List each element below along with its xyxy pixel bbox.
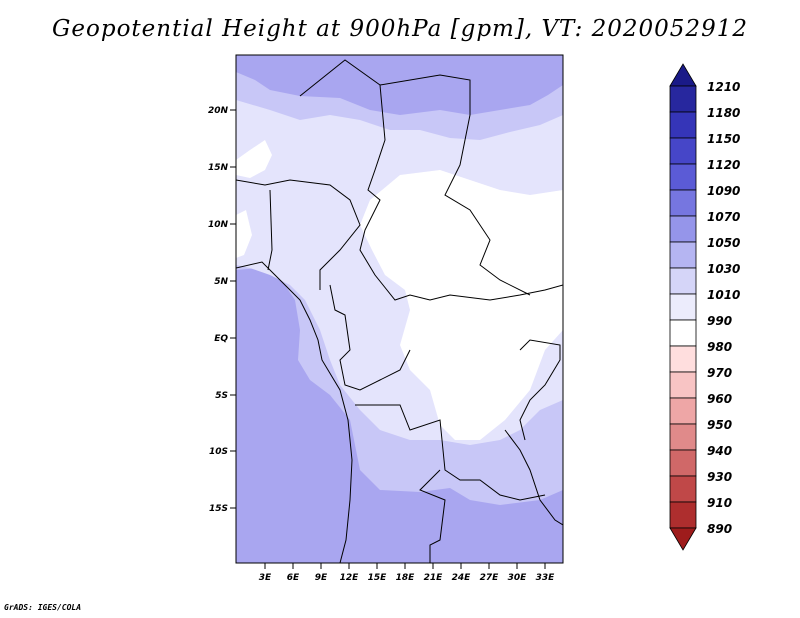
colorbar-segment (669, 345, 697, 373)
height-field (236, 55, 563, 563)
colorbar-label: 1050 (707, 236, 741, 250)
colorbar-label: 940 (707, 444, 733, 458)
lat-tick: EQ (214, 334, 236, 344)
lon-tick: 33E (536, 563, 556, 583)
lon-tick: 24E (452, 563, 472, 583)
colorbar-segment (669, 423, 697, 451)
colorbar-segment (669, 501, 697, 529)
lon-tick: 3E (259, 563, 272, 583)
colorbar-segment (669, 397, 697, 425)
lon-label: 6E (287, 573, 300, 583)
lon-label: 30E (508, 573, 528, 583)
colorbar-segment (669, 293, 697, 321)
lat-label: 15N (208, 163, 229, 173)
colorbar-label: 1180 (707, 106, 741, 120)
lon-label: 21E (424, 573, 444, 583)
lon-label: 24E (452, 573, 472, 583)
field-1050-north (236, 55, 563, 115)
lon-label: 27E (480, 573, 500, 583)
lat-label: 5S (215, 391, 228, 401)
colorbar-label: 960 (707, 392, 733, 406)
colorbar-label: 1010 (707, 288, 741, 302)
colorbar-label: 970 (707, 366, 733, 380)
colorbar-segment (669, 163, 697, 191)
colorbar-label: 980 (707, 340, 733, 354)
colorbar-segment (669, 371, 697, 399)
colorbar-label: 1030 (707, 262, 741, 276)
colorbar-segment (669, 267, 697, 295)
colorbar (669, 63, 697, 551)
lon-tick: 18E (396, 563, 416, 583)
lon-label: 18E (396, 573, 416, 583)
colorbar-segment (669, 215, 697, 243)
colorbar-segment (669, 319, 697, 347)
lon-tick: 6E (287, 563, 300, 583)
colorbar-label: 1210 (707, 80, 741, 94)
longitude-axis: 3E 6E 9E 12E 15E 18E 21E 24E 27E 30E 33E (259, 563, 555, 583)
lon-tick: 15E (368, 563, 388, 583)
lon-tick: 21E (424, 563, 444, 583)
lon-label: 33E (536, 573, 556, 583)
lat-tick: 15S (209, 504, 236, 514)
colorbar-label: 890 (707, 522, 733, 536)
lat-label: 5N (214, 277, 228, 287)
colorbar-label: 1150 (707, 132, 741, 146)
colorbar-segment (669, 63, 697, 87)
lat-tick: 5S (215, 391, 236, 401)
map-frame (235, 54, 564, 564)
lat-tick: 5N (214, 277, 236, 287)
lon-label: 12E (340, 573, 360, 583)
field-990-ridge (236, 210, 252, 258)
lat-label: 20N (208, 106, 229, 116)
country-borders (236, 59, 563, 563)
field-990-central (360, 170, 563, 440)
colorbar-segment (669, 527, 697, 551)
credit-text: GrADS: IGES/COLA (4, 603, 82, 612)
colorbar-label: 930 (707, 470, 733, 484)
lat-label: EQ (214, 334, 228, 344)
colorbar-segment (669, 189, 697, 217)
lon-tick: 30E (508, 563, 528, 583)
colorbar-segment (669, 111, 697, 139)
lon-label: 15E (368, 573, 388, 583)
field-990-west (236, 140, 272, 178)
colorbar-label: 1090 (707, 184, 741, 198)
lon-label: 9E (315, 573, 328, 583)
colorbar-label: 1120 (707, 158, 741, 172)
colorbar-segment (669, 241, 697, 269)
lat-label: 15S (209, 504, 228, 514)
lat-label: 10N (208, 220, 229, 230)
chart-title: Geopotential Height at 900hPa [gpm], VT:… (52, 16, 748, 42)
lon-tick: 12E (340, 563, 360, 583)
lon-tick: 27E (480, 563, 500, 583)
lon-label: 3E (259, 573, 272, 583)
colorbar-label: 990 (707, 314, 733, 328)
colorbar-label: 910 (707, 496, 733, 510)
latitude-axis: 20N 15N 10N 5N EQ 5S 10S 15S (208, 106, 236, 514)
lat-label: 10S (209, 447, 228, 457)
field-1050-south (236, 268, 563, 563)
lat-tick: 20N (208, 106, 236, 116)
colorbar-segment (669, 475, 697, 503)
colorbar-label: 1070 (707, 210, 741, 224)
colorbar-segment (669, 137, 697, 165)
colorbar-segment (669, 449, 697, 477)
lat-tick: 10N (208, 220, 236, 230)
lat-tick: 10S (209, 447, 236, 457)
lat-tick: 15N (208, 163, 236, 173)
colorbar-segment (669, 85, 697, 113)
lon-tick: 9E (315, 563, 328, 583)
colorbar-label: 950 (707, 418, 733, 432)
